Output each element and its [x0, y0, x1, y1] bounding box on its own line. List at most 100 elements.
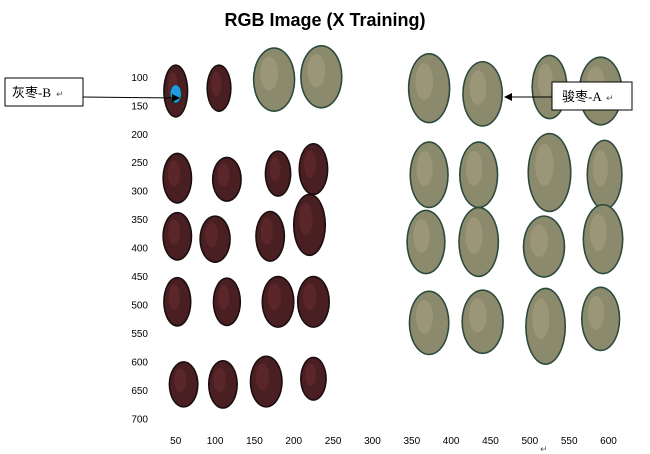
jujube-highlight [530, 224, 548, 257]
y-tick-label: 150 [131, 101, 148, 112]
paragraph-mark-glyph: ↵ [606, 94, 614, 104]
jujube-highlight [213, 367, 226, 393]
jujube-point [298, 142, 329, 196]
x-tick-label: 350 [403, 436, 420, 447]
jujube-highlight [413, 218, 430, 253]
jujube-highlight [174, 368, 187, 393]
jujube-point [458, 141, 499, 209]
callout-hui-zao-b: 灰枣-B [4, 77, 180, 107]
jujube-point [162, 152, 193, 204]
callout-arrowhead-jun-zao-a [504, 93, 512, 101]
jujube-highlight [589, 213, 607, 251]
jujube-highlight [587, 295, 605, 330]
jujube-highlight [305, 363, 316, 386]
y-tick-label: 350 [131, 215, 148, 226]
series-0 [162, 64, 330, 409]
jujube-point [249, 355, 283, 408]
jujube-point [207, 360, 238, 409]
callout-jun-zao-a: 骏枣-A [504, 81, 633, 111]
jujube-highlight [532, 298, 550, 340]
jujube-highlight [260, 218, 273, 245]
series-1 [252, 44, 624, 365]
jujube-highlight [466, 150, 483, 186]
jujube-point [163, 276, 192, 327]
jujube-highlight [468, 298, 487, 333]
jujube-point [300, 356, 327, 401]
jujube-point [206, 64, 232, 112]
jujube-highlight [260, 56, 279, 91]
jujube-point [211, 156, 242, 203]
y-tick-label: 700 [131, 415, 148, 426]
x-tick-label: 600 [600, 436, 617, 447]
chart-title: RGB Image (X Training) [224, 10, 425, 30]
x-tick-label: 150 [246, 436, 263, 447]
callout-box-hui-zao-b [4, 77, 84, 107]
jujube-highlight [535, 143, 554, 186]
y-tick-label: 100 [131, 73, 148, 84]
jujube-highlight [465, 216, 483, 254]
y-tick-label: 500 [131, 301, 148, 312]
y-tick-label: 650 [131, 386, 148, 397]
jujube-point [458, 206, 500, 278]
jujube-highlight [167, 160, 180, 187]
jujube-highlight [469, 70, 487, 105]
jujube-point [255, 210, 286, 262]
callout-box-jun-zao-a [551, 81, 633, 111]
y-axis-tick-labels: 100 150 200 250 300 350 400 450 500 550 600 650 700 [131, 73, 148, 426]
jujube-highlight [537, 63, 553, 98]
callout-arrowhead-hui-zao-b [172, 94, 180, 102]
jujube-highlight [415, 62, 434, 100]
jujube-point [406, 209, 446, 275]
x-tick-label: 250 [325, 436, 342, 447]
jujube-point [296, 275, 330, 328]
jujube-point [300, 44, 343, 109]
paragraph-mark-glyph: ↵ [540, 445, 548, 454]
jujube-point [162, 211, 193, 261]
jujube-point [261, 275, 295, 328]
x-tick-label: 200 [285, 436, 302, 447]
jujube-highlight [593, 149, 608, 187]
jujube-highlight [167, 219, 180, 245]
jujube-point [409, 141, 449, 209]
jujube-highlight [205, 222, 218, 247]
jujube-point [199, 215, 231, 263]
callout-arrow-hui-zao-b [82, 96, 179, 99]
jujube-highlight [211, 71, 222, 96]
x-tick-label: 500 [521, 436, 538, 447]
jujube-point [212, 277, 242, 327]
y-tick-label: 400 [131, 244, 148, 255]
jujube-point [252, 47, 296, 113]
jujube-point [408, 290, 450, 356]
jujube-point [525, 287, 567, 365]
plot-area [162, 44, 624, 409]
jujube-point [461, 289, 504, 355]
jujube-point [407, 52, 451, 124]
callout-label-jun-zao-a: 骏枣-A [562, 89, 602, 104]
jujube-highlight [415, 299, 433, 334]
jujube-point [462, 60, 504, 127]
y-tick-label: 450 [131, 272, 148, 283]
jujube-point [527, 132, 572, 213]
jujube-highlight [267, 283, 282, 311]
y-tick-label: 250 [131, 158, 148, 169]
callout-label-hui-zao-b: 灰枣-B [12, 85, 51, 100]
jujube-point [522, 215, 566, 278]
y-tick-label: 200 [131, 130, 148, 141]
x-tick-label: 400 [443, 436, 460, 447]
y-tick-label: 300 [131, 187, 148, 198]
jujube-point [264, 150, 292, 197]
x-tick-label: 450 [482, 436, 499, 447]
jujube-highlight [255, 363, 270, 391]
paragraph-mark-glyph: ↵ [56, 90, 64, 100]
jujube-point [586, 139, 623, 210]
jujube-highlight [307, 54, 326, 88]
jujube-highlight [218, 284, 230, 310]
jujube-point [580, 286, 621, 352]
jujube-highlight [168, 284, 180, 310]
jujube-point [582, 203, 624, 275]
x-tick-label: 100 [207, 436, 224, 447]
jujube-highlight [299, 202, 313, 236]
jujube-highlight [269, 157, 281, 182]
jujube-point [292, 193, 327, 257]
